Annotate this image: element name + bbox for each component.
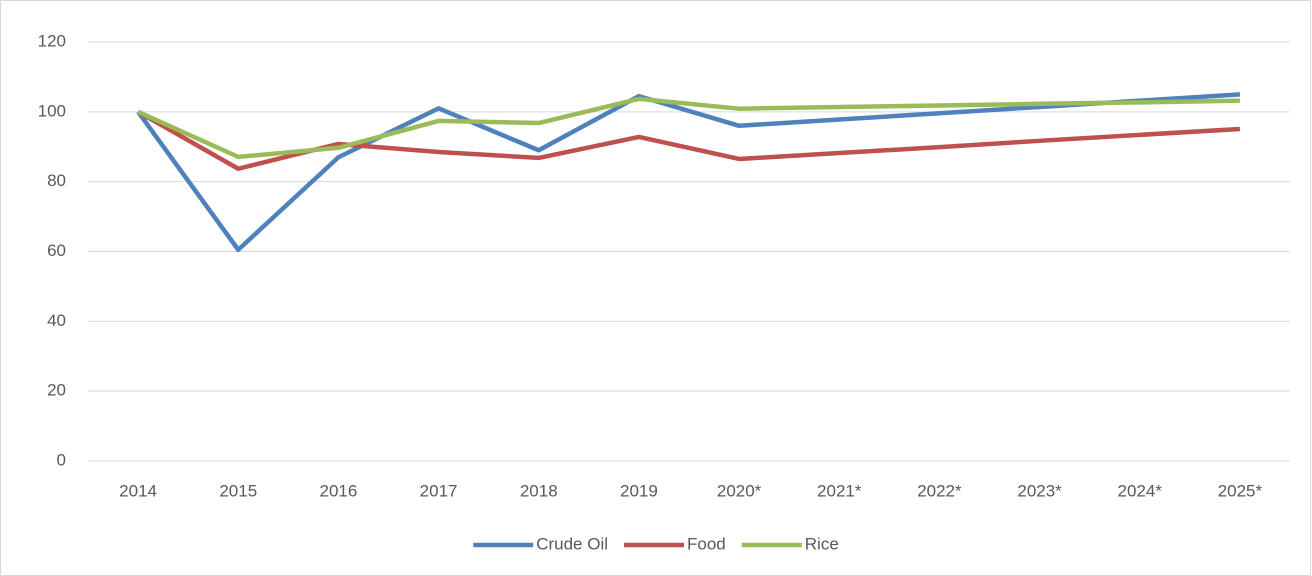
x-tick-label: 2018 [520, 481, 558, 500]
x-tick-label: 2021* [817, 481, 862, 500]
line-series [137, 96, 1240, 160]
x-tick-label: 2023* [1017, 481, 1062, 500]
x-tick-label: 2016 [320, 481, 358, 500]
y-tick-label: 40 [47, 311, 66, 330]
x-tick-label: 2019 [620, 481, 658, 500]
x-tick-label: 2022* [917, 481, 962, 500]
legend-label: Food [687, 534, 726, 553]
y-tick-label: 120 [38, 31, 66, 50]
x-tick-label: 2024* [1118, 481, 1163, 500]
x-tick-label: 2015 [219, 481, 257, 500]
line-series [136, 92, 1241, 253]
y-tick-label: 80 [47, 171, 66, 190]
y-tick-label: 100 [38, 101, 66, 120]
legend-label: Rice [805, 534, 839, 553]
y-tick-label: 0 [57, 450, 66, 469]
x-tick-label: 2017 [420, 481, 458, 500]
y-tick-label: 60 [47, 241, 66, 260]
legend-label: Crude Oil [536, 534, 608, 553]
y-tick-label: 20 [47, 381, 66, 400]
x-tick-label: 2020* [717, 481, 762, 500]
x-tick-label: 2025* [1218, 481, 1263, 500]
x-tick-label: 2014 [119, 481, 157, 500]
